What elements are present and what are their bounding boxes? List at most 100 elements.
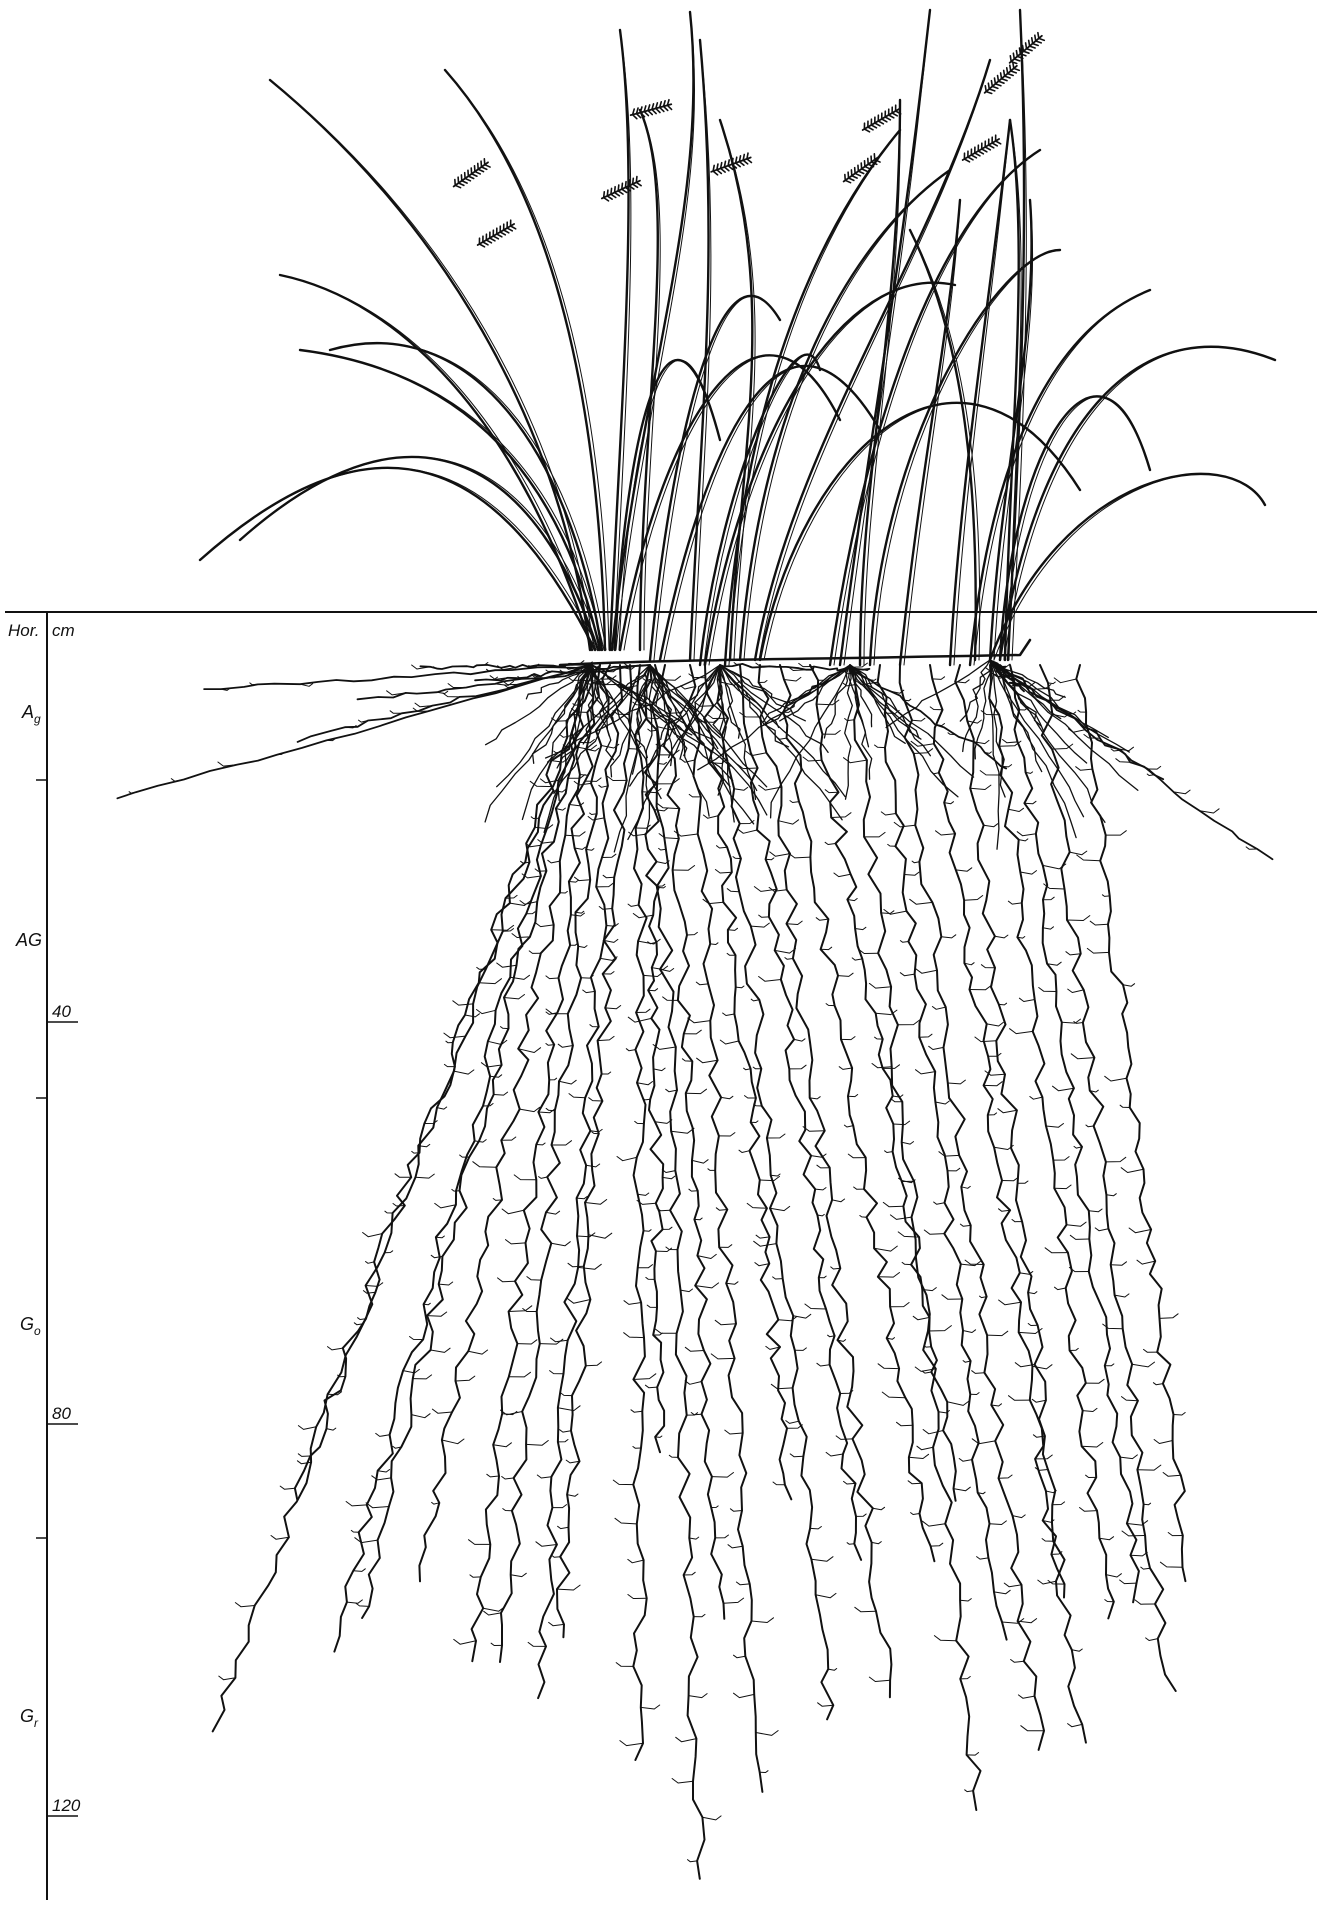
main-root: [739, 664, 863, 1561]
lateral-rootlet: [417, 1143, 431, 1148]
lateral-rootlet: [1081, 1442, 1104, 1448]
main-root: [643, 664, 666, 1454]
lateral-rootlet: [930, 1542, 944, 1547]
leaf-blade: [988, 472, 1267, 662]
fine-root: [591, 664, 662, 800]
lateral-rootlet: [684, 1346, 705, 1352]
lateral-rootlet: [430, 1347, 451, 1353]
lateral-rootlet: [725, 1281, 739, 1285]
leaf-blade: [968, 288, 1152, 667]
lateral-rootlet: [637, 938, 661, 945]
fine-root: [974, 659, 993, 760]
lateral-rootlet: [772, 1276, 784, 1280]
lateral-rootlet: [497, 665, 516, 671]
lateral-rootlet: [745, 750, 767, 757]
lateral-rootlet: [535, 1541, 558, 1547]
lateral-rootlet: [559, 890, 568, 894]
lateral-rootlet: [1042, 896, 1055, 901]
horizon-heading: Hor.: [8, 621, 40, 640]
lateral-rootlet: [986, 1330, 1009, 1337]
lateral-rootlet: [220, 688, 231, 691]
lateral-rootlet: [846, 1542, 855, 1545]
fine-root: [649, 664, 755, 825]
lateral-rootlet: [362, 1232, 383, 1238]
lateral-rootlet: [602, 874, 615, 879]
lateral-rootlet: [587, 816, 605, 821]
lateral-rootlet: [980, 964, 996, 969]
lateral-rootlet: [662, 1226, 673, 1230]
leaf-blade: [268, 78, 592, 652]
lateral-rootlet: [733, 662, 743, 665]
lateral-rootlet: [557, 1043, 574, 1048]
lateral-rootlet: [655, 743, 665, 747]
lateral-rootlet: [908, 1453, 930, 1459]
horizon-label-ag-lower: Ag: [21, 702, 41, 726]
seed-head-spikelet: [476, 219, 517, 248]
lateral-rootlet: [344, 725, 357, 729]
lateral-rootlet: [675, 1736, 697, 1743]
lateral-rootlet: [482, 1103, 494, 1107]
lateral-rootlet: [1147, 765, 1162, 770]
lateral-rootlet: [901, 1261, 912, 1266]
lateral-rootlet: [389, 710, 403, 714]
lateral-rootlet: [1047, 681, 1056, 685]
lateral-rootlet: [476, 1009, 497, 1015]
lateral-rootlet: [969, 984, 993, 991]
lateral-rootlet: [710, 1353, 736, 1360]
lateral-rootlet: [602, 971, 615, 975]
lateral-rootlet: [688, 1536, 700, 1540]
lateral-rootlet: [539, 778, 559, 784]
lateral-rootlet: [1019, 1271, 1034, 1275]
lateral-rootlet: [1053, 677, 1077, 684]
lateral-rootlet: [947, 1079, 966, 1085]
lateral-rootlet: [234, 1602, 256, 1608]
lateral-rootlet: [1020, 1725, 1045, 1732]
lateral-rootlet: [758, 680, 768, 683]
lateral-rootlet: [645, 1276, 656, 1280]
lateral-rootlet: [486, 1473, 500, 1478]
lateral-rootlet: [1152, 1382, 1164, 1386]
lateral-rootlet: [1017, 1618, 1038, 1624]
lateral-rootlet: [632, 1446, 642, 1449]
lateral-rootlet: [1126, 1520, 1149, 1526]
lateral-rootlet: [733, 786, 749, 791]
lateral-rootlet: [1018, 707, 1028, 711]
lateral-rootlet: [637, 1264, 653, 1269]
lateral-rootlet: [817, 1702, 834, 1707]
lateral-rootlet: [571, 708, 588, 713]
lateral-rootlet: [758, 784, 782, 791]
leaf-blade: [758, 59, 991, 661]
lateral-rootlet: [1007, 807, 1024, 812]
lateral-rootlet: [500, 1026, 509, 1030]
lateral-rootlet: [1136, 1259, 1156, 1265]
fine-root: [989, 659, 1130, 753]
lateral-rootlet: [459, 1154, 470, 1158]
lateral-rootlet: [478, 978, 502, 985]
fine-root: [989, 659, 1077, 839]
lateral-rootlet: [720, 1095, 734, 1100]
lateral-rootlet: [1068, 1266, 1090, 1273]
lateral-rootlet: [279, 1485, 296, 1490]
lateral-rootlet: [827, 1668, 838, 1671]
lateral-rootlet: [1245, 846, 1258, 850]
lateral-rootlet: [568, 802, 585, 807]
lateral-rootlet: [746, 1202, 768, 1209]
lateral-rootlet: [1038, 987, 1057, 992]
lateral-rootlet: [346, 1599, 363, 1604]
lateral-rootlet: [685, 1088, 707, 1095]
lateral-rootlet: [668, 1454, 679, 1458]
fine-root: [644, 664, 653, 838]
lateral-rootlet: [500, 1136, 517, 1141]
lateral-rootlet: [337, 1374, 346, 1378]
main-root: [499, 664, 611, 1663]
lateral-rootlet: [628, 831, 646, 837]
fine-root: [849, 664, 932, 757]
lateral-rootlet: [910, 1512, 920, 1515]
lateral-rootlet: [438, 1281, 454, 1286]
lateral-rootlet: [883, 909, 907, 915]
lateral-rootlet: [804, 1303, 827, 1310]
main-root: [687, 664, 764, 1793]
lateral-rootlet: [681, 1058, 693, 1062]
lateral-rootlet: [962, 1329, 977, 1333]
lateral-rootlet: [718, 1132, 736, 1137]
